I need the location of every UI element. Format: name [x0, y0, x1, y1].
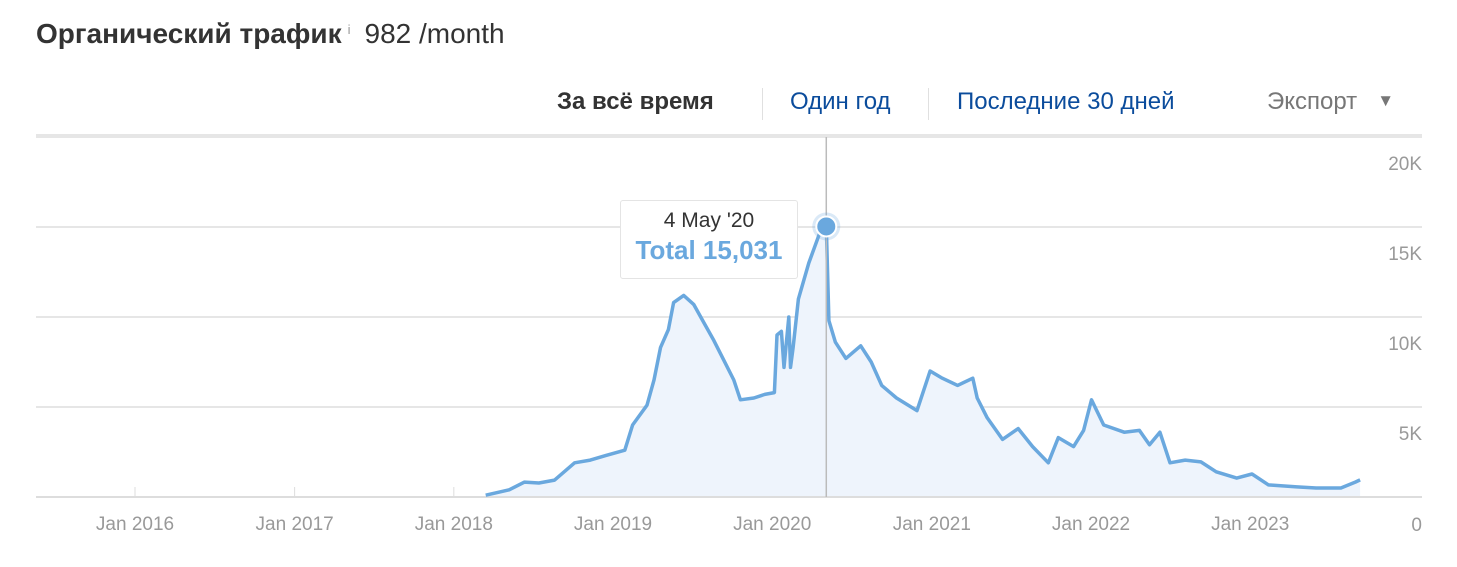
tooltip: 4 May '20 Total 15,031 [620, 200, 798, 279]
x-tick-label: Jan 2020 [733, 514, 811, 535]
traffic-value: 982 /month [364, 18, 505, 49]
y-tick-label: 5K [1399, 424, 1423, 445]
tab-all-time[interactable]: За всё время [557, 88, 714, 115]
divider [762, 88, 763, 120]
info-icon[interactable]: i [347, 22, 351, 37]
x-tick-label: Jan 2018 [415, 514, 493, 535]
x-tick-label: Jan 2017 [256, 514, 334, 535]
divider [928, 88, 929, 120]
export-label: Экспорт [1267, 88, 1358, 115]
y-tick-label: 15K [1388, 244, 1422, 265]
export-button[interactable]: Экспорт ▼ [1267, 88, 1394, 116]
x-tick-label: Jan 2022 [1052, 514, 1130, 535]
chart-title: Органический трафик [36, 18, 342, 49]
period-toolbar: За всё время Один год Последние 30 дней … [0, 88, 1420, 120]
x-tick-label: Jan 2016 [96, 514, 174, 535]
chart-header: Органический трафик i 982 /month [36, 18, 505, 50]
x-tick-label: Jan 2019 [574, 514, 652, 535]
tooltip-value: Total 15,031 [635, 235, 783, 265]
caret-down-icon: ▼ [1377, 91, 1395, 110]
series-line [485, 224, 1361, 497]
tooltip-date: 4 May '20 [663, 209, 755, 232]
y-tick-label: 0 [1411, 515, 1422, 536]
tab-last-30-days[interactable]: Последние 30 дней [957, 88, 1175, 115]
highlight-point [815, 215, 838, 238]
tab-one-year[interactable]: Один год [790, 88, 891, 115]
x-tick-label: Jan 2021 [893, 514, 971, 535]
x-tick-label: Jan 2023 [1211, 514, 1289, 535]
y-tick-label: 20K [1388, 154, 1422, 175]
y-tick-label: 10K [1388, 334, 1422, 355]
series-area [485, 226, 1361, 497]
